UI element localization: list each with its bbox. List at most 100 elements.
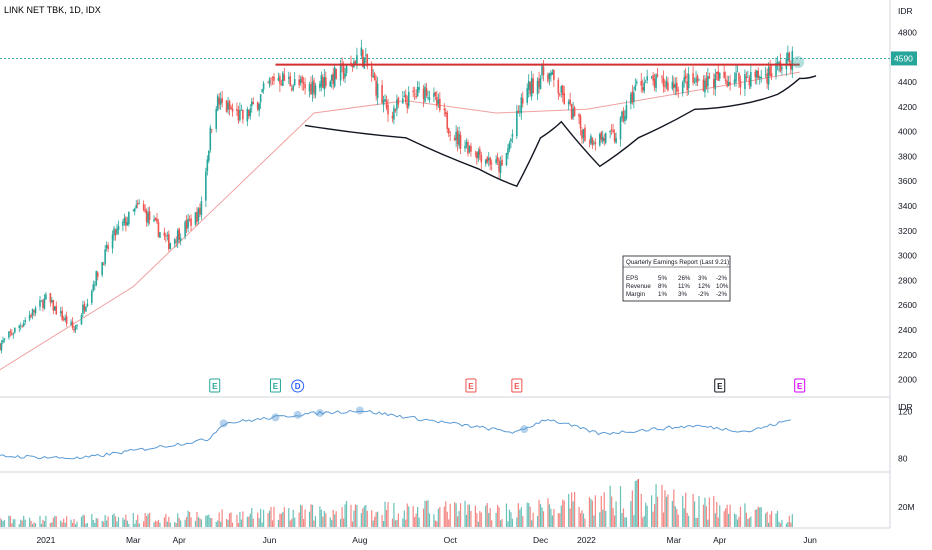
candle-body bbox=[262, 83, 265, 90]
volume-bar bbox=[769, 514, 771, 527]
volume-bar bbox=[738, 516, 740, 527]
candle-body bbox=[767, 67, 770, 85]
candle-body bbox=[287, 77, 290, 79]
volume-bar bbox=[418, 517, 420, 527]
candle-body bbox=[0, 343, 1, 350]
candle-body bbox=[393, 107, 395, 120]
price-candles bbox=[0, 39, 794, 354]
volume-bar bbox=[385, 510, 388, 527]
candle-body bbox=[128, 212, 130, 225]
candle-body bbox=[364, 54, 367, 56]
candle-body bbox=[693, 81, 696, 83]
candle-body bbox=[548, 72, 551, 80]
candle-body bbox=[444, 112, 447, 114]
price-tick-label: 2600 bbox=[898, 300, 917, 310]
volume-bar bbox=[756, 509, 758, 527]
time-tick-label: Aug bbox=[352, 535, 367, 545]
volume-bar bbox=[422, 508, 425, 527]
candle-body bbox=[718, 72, 721, 79]
candle-body bbox=[205, 171, 207, 201]
volume-bar bbox=[676, 509, 678, 527]
volume-bar bbox=[184, 519, 186, 527]
volume-bar bbox=[739, 506, 742, 527]
candle-body bbox=[458, 133, 460, 146]
candle-body bbox=[228, 101, 231, 110]
candle-body bbox=[600, 132, 603, 140]
candle-body bbox=[21, 325, 24, 327]
candle-body bbox=[356, 55, 358, 64]
candle-body bbox=[687, 74, 690, 89]
earnings-marker-label: E bbox=[797, 382, 803, 391]
price-tick-label: 4000 bbox=[898, 127, 917, 137]
volume-bar bbox=[613, 515, 616, 527]
volume-bar bbox=[280, 513, 282, 527]
volume-bar bbox=[445, 501, 447, 527]
candle-body bbox=[117, 225, 120, 231]
candle-body bbox=[70, 322, 72, 325]
candle-body bbox=[190, 218, 192, 226]
volume-bar bbox=[454, 502, 456, 527]
earnings-cell: 3% bbox=[678, 291, 687, 298]
volume-bar bbox=[34, 523, 37, 527]
volume-bar bbox=[547, 498, 549, 527]
candle-body bbox=[480, 155, 483, 163]
volume-bar bbox=[759, 507, 761, 527]
volume-bar bbox=[211, 518, 213, 527]
candle-body bbox=[85, 306, 87, 312]
volume-bar bbox=[611, 496, 613, 527]
volume-bar bbox=[242, 511, 244, 527]
candle-body bbox=[299, 79, 302, 83]
candle-body bbox=[631, 91, 634, 103]
volume-bar bbox=[408, 506, 410, 527]
volume-bar bbox=[449, 503, 451, 527]
candle-body bbox=[14, 327, 16, 333]
volume-bar bbox=[579, 513, 582, 527]
candle-body bbox=[553, 70, 555, 80]
candle-body bbox=[713, 79, 715, 88]
candle-body bbox=[403, 95, 406, 97]
volume-bar bbox=[588, 497, 591, 527]
volume-bar bbox=[498, 507, 500, 527]
volume-bar bbox=[381, 514, 383, 527]
candle-body bbox=[136, 202, 139, 205]
volume-bar bbox=[153, 522, 155, 527]
volume-bar bbox=[619, 486, 622, 527]
candle-body bbox=[758, 77, 761, 79]
volume-bar bbox=[377, 511, 379, 527]
volume-bar bbox=[83, 515, 86, 527]
candle-body bbox=[667, 82, 669, 91]
volume-bar bbox=[332, 509, 334, 527]
volume-bar bbox=[707, 519, 709, 527]
earnings-row-label: Margin bbox=[626, 291, 645, 298]
candle-body bbox=[609, 130, 611, 132]
candle-body bbox=[147, 212, 149, 224]
volume-bar bbox=[29, 517, 31, 527]
volume-bar bbox=[187, 510, 189, 527]
volume-bar bbox=[557, 513, 559, 527]
candle-body bbox=[216, 96, 219, 111]
candle-body bbox=[310, 83, 312, 95]
volume-bar bbox=[40, 523, 43, 527]
candle-body bbox=[456, 130, 459, 145]
candle-body bbox=[573, 107, 576, 116]
volume-bar bbox=[560, 505, 562, 527]
candle-body bbox=[86, 303, 89, 307]
candle-body bbox=[776, 62, 779, 65]
price-axis: IDR IDR 48004600440042004000380036003400… bbox=[0, 6, 917, 512]
candle-body bbox=[163, 232, 166, 236]
candle-body bbox=[704, 80, 706, 93]
candle-body bbox=[413, 93, 416, 95]
volume-bar bbox=[314, 516, 317, 527]
volume-bar bbox=[791, 514, 793, 527]
volume-bar bbox=[562, 499, 564, 527]
volume-bar bbox=[785, 523, 787, 527]
earnings-marker-label: E bbox=[514, 382, 520, 391]
candle-body bbox=[766, 73, 768, 84]
candle-body bbox=[459, 135, 462, 149]
volume-bar bbox=[682, 495, 684, 527]
candle-body bbox=[598, 134, 601, 146]
candle-body bbox=[33, 310, 35, 312]
volume-bar bbox=[14, 519, 16, 527]
volume-bar bbox=[268, 510, 271, 527]
volume-bar bbox=[642, 517, 644, 527]
